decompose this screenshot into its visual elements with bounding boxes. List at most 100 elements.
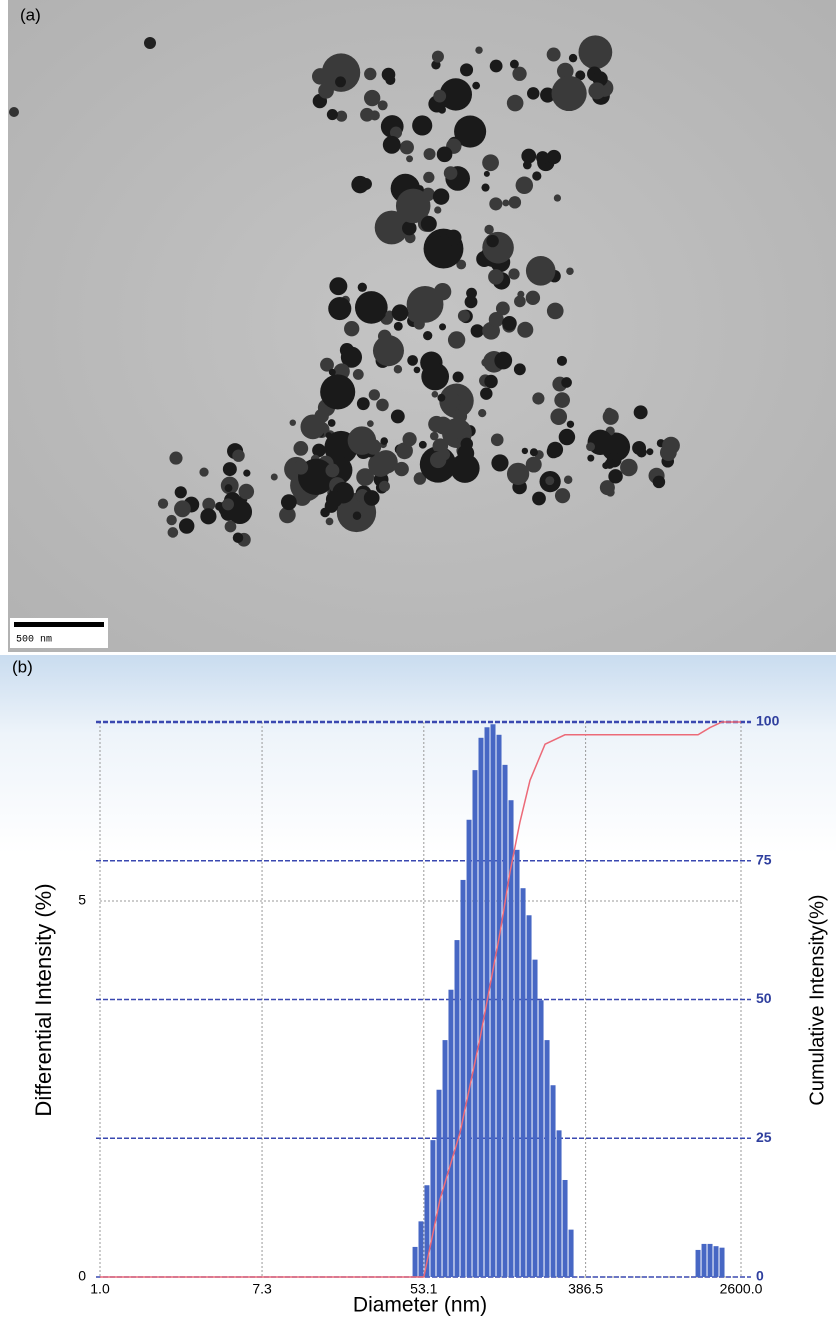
particle	[340, 346, 363, 368]
particle	[546, 302, 564, 320]
bar	[514, 849, 520, 1277]
particle	[525, 456, 542, 473]
bar	[448, 989, 454, 1277]
bar	[502, 764, 508, 1277]
particle	[517, 290, 525, 298]
particle	[352, 368, 364, 380]
particle	[352, 511, 362, 520]
particle	[545, 476, 555, 486]
bar	[472, 770, 478, 1277]
particle	[633, 405, 648, 420]
particle	[466, 287, 477, 299]
particle	[200, 508, 217, 525]
particle	[454, 115, 487, 148]
particle	[532, 392, 545, 405]
particle	[433, 89, 447, 103]
particle	[178, 518, 195, 534]
y-axis-title: Differential Intensity (%)	[31, 883, 56, 1116]
particle	[144, 37, 156, 49]
particle	[328, 297, 352, 321]
particle	[391, 304, 409, 322]
particle	[546, 444, 561, 459]
particle	[632, 441, 647, 455]
x-tick-label: 1.0	[90, 1281, 110, 1297]
y2-tick-label: 75	[756, 851, 772, 867]
particle	[369, 110, 380, 121]
particle	[529, 448, 538, 457]
particle	[484, 374, 498, 389]
particle	[586, 442, 595, 452]
bar	[568, 1229, 574, 1277]
particle	[578, 35, 613, 70]
particle	[566, 267, 574, 276]
y-tick-label: 0	[78, 1268, 86, 1284]
particle	[360, 107, 374, 122]
particle	[439, 323, 447, 331]
panel-label: (b)	[12, 657, 33, 676]
particle	[525, 290, 541, 306]
particle	[489, 59, 503, 73]
bar	[707, 1243, 713, 1277]
particle	[406, 155, 414, 163]
particle	[423, 148, 436, 161]
particle	[488, 311, 504, 328]
particle	[620, 458, 638, 477]
particle	[406, 285, 444, 323]
bar	[713, 1246, 719, 1277]
y2-axis-title: Cumulative Intensity(%)	[806, 894, 828, 1105]
particle	[222, 462, 237, 477]
particle	[431, 390, 439, 398]
particle	[280, 494, 297, 511]
particle	[325, 463, 340, 478]
particle	[517, 321, 534, 338]
particle	[402, 432, 417, 447]
particle	[481, 358, 490, 367]
particle	[445, 392, 461, 409]
bar	[496, 734, 502, 1277]
particle	[436, 146, 453, 163]
bar	[460, 879, 466, 1277]
x-tick-label: 2600.0	[720, 1281, 763, 1297]
bar	[532, 959, 538, 1277]
particle	[460, 63, 474, 77]
particle	[488, 269, 504, 285]
particle	[413, 472, 427, 485]
particle	[575, 70, 586, 81]
particle	[157, 498, 169, 509]
bar	[436, 1089, 442, 1277]
particle	[457, 309, 470, 322]
particle	[550, 408, 568, 426]
particle	[393, 365, 403, 374]
particle	[587, 454, 595, 462]
particle	[363, 89, 381, 107]
bar	[550, 1085, 556, 1277]
particle	[312, 443, 326, 458]
y2-tick-label: 100	[756, 713, 780, 729]
particle	[394, 461, 409, 477]
particle	[320, 357, 334, 372]
particle	[270, 473, 278, 481]
particle	[166, 514, 177, 526]
particle	[532, 171, 542, 181]
x-tick-label: 386.5	[568, 1281, 603, 1297]
particle	[293, 460, 309, 475]
particle	[521, 447, 529, 455]
particle	[566, 420, 575, 428]
particle	[556, 62, 574, 80]
particle	[412, 115, 433, 136]
particle	[540, 87, 556, 103]
particles	[9, 35, 680, 547]
particle	[385, 74, 396, 85]
particle	[480, 387, 493, 400]
particle	[546, 47, 561, 62]
particle	[521, 148, 537, 164]
particle	[432, 438, 449, 454]
bar	[424, 1185, 430, 1277]
particle	[312, 68, 329, 85]
scale-label: 500 nm	[16, 635, 52, 646]
bar	[466, 819, 472, 1277]
bar	[412, 1246, 418, 1277]
particle	[482, 231, 514, 264]
